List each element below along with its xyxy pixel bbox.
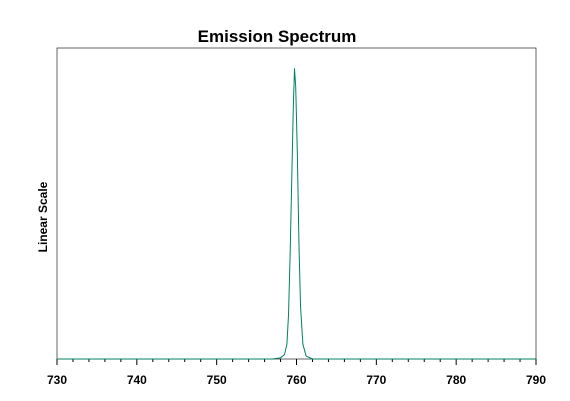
x-tick-label: 780: [446, 373, 466, 387]
emission-series-line: [57, 68, 536, 360]
plot-frame: [56, 47, 537, 360]
chart-title: Emission Spectrum: [198, 27, 357, 46]
x-tick-label: 750: [207, 373, 227, 387]
x-tick-label: 760: [286, 373, 306, 387]
series-layer: [57, 68, 536, 360]
x-axis: 730 740 750 760 770 780 790: [47, 359, 546, 387]
x-tick-label: 790: [526, 373, 546, 387]
x-tick-label: 740: [127, 373, 147, 387]
x-tick-label: 770: [366, 373, 386, 387]
y-axis-label: Linear Scale: [36, 181, 50, 252]
x-tick-label: 730: [47, 373, 67, 387]
